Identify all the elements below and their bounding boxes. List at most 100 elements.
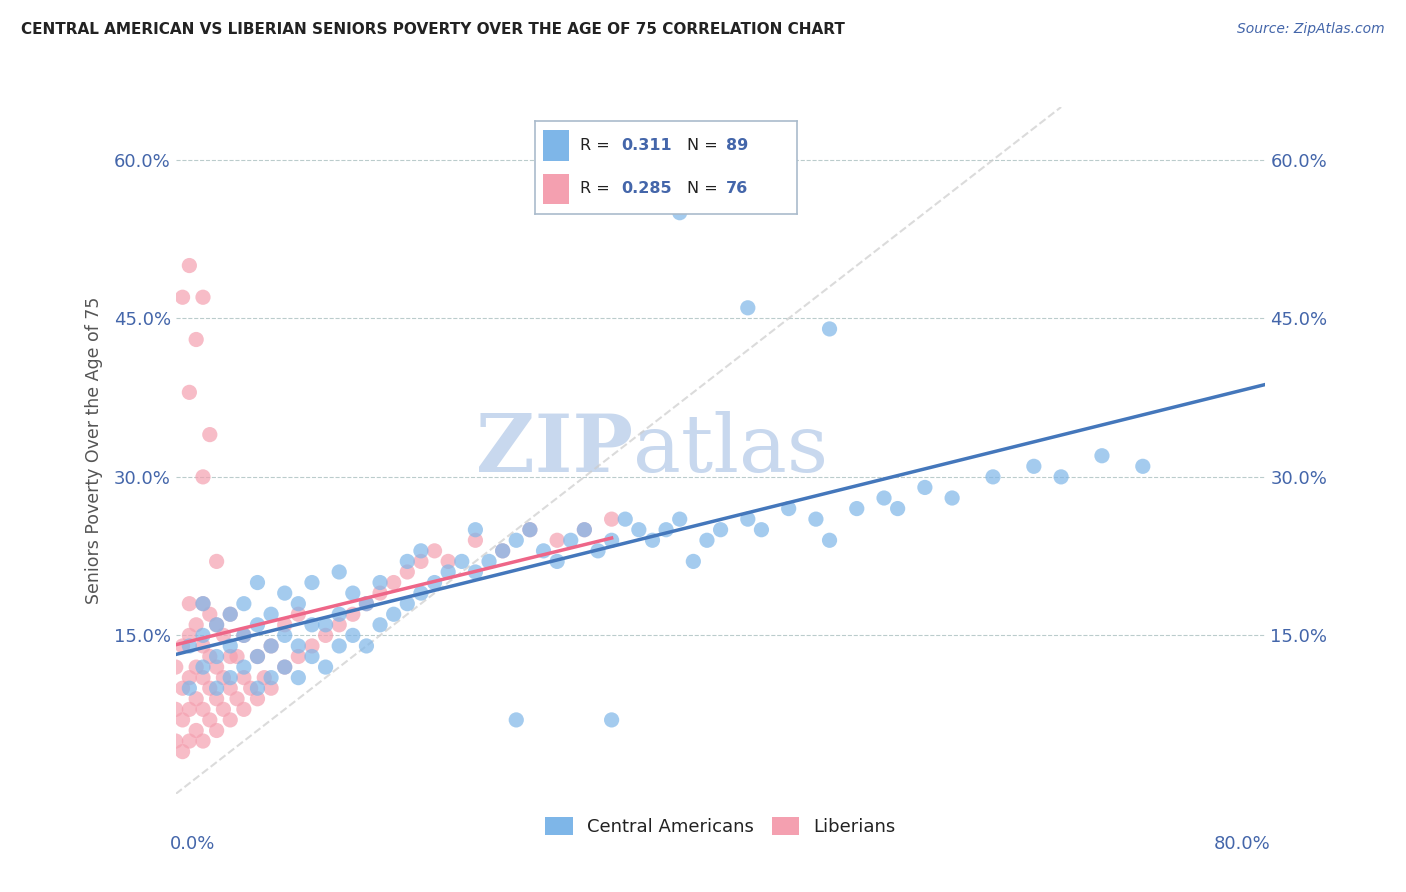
Point [478, 554, 501, 568]
Point [246, 649, 269, 664]
Point [668, 512, 690, 526]
Point [668, 205, 690, 219]
Point [287, 639, 309, 653]
Point [191, 597, 214, 611]
Point [409, 554, 432, 568]
Point [212, 671, 235, 685]
Point [409, 586, 432, 600]
Point [682, 554, 704, 568]
Point [179, 259, 201, 273]
Point [655, 523, 678, 537]
Point [205, 681, 228, 696]
Point [165, 702, 187, 716]
Point [423, 575, 446, 590]
Point [274, 660, 297, 674]
Point [600, 713, 623, 727]
Point [191, 639, 214, 653]
Point [219, 671, 242, 685]
Point [191, 597, 214, 611]
Point [212, 628, 235, 642]
Point [274, 628, 297, 642]
Point [328, 639, 350, 653]
Point [1132, 459, 1154, 474]
Point [737, 301, 759, 315]
Point [873, 491, 896, 505]
Point [818, 533, 841, 548]
Point [186, 723, 208, 738]
Point [179, 702, 201, 716]
Point [179, 628, 201, 642]
Text: atlas: atlas [633, 411, 828, 490]
Point [198, 649, 221, 664]
Point [396, 554, 419, 568]
Point [396, 565, 419, 579]
Point [198, 713, 221, 727]
Text: CENTRAL AMERICAN VS LIBERIAN SENIORS POVERTY OVER THE AGE OF 75 CORRELATION CHAR: CENTRAL AMERICAN VS LIBERIAN SENIORS POV… [21, 22, 845, 37]
Text: Source: ZipAtlas.com: Source: ZipAtlas.com [1237, 22, 1385, 37]
Point [886, 501, 908, 516]
Point [172, 290, 194, 304]
Point [546, 533, 568, 548]
Point [191, 290, 214, 304]
Point [574, 523, 596, 537]
Point [205, 723, 228, 738]
Point [342, 607, 364, 622]
Point [368, 575, 391, 590]
Point [396, 597, 419, 611]
Point [533, 544, 555, 558]
Point [274, 586, 297, 600]
Point [356, 597, 378, 611]
Point [423, 544, 446, 558]
Point [1091, 449, 1114, 463]
Point [246, 691, 269, 706]
Point [191, 734, 214, 748]
Point [246, 575, 269, 590]
Point [981, 470, 1004, 484]
Point [274, 617, 297, 632]
Point [198, 681, 221, 696]
Point [301, 575, 323, 590]
Point [356, 597, 378, 611]
Point [191, 671, 214, 685]
Point [246, 649, 269, 664]
Point [172, 681, 194, 696]
Point [914, 480, 936, 494]
Text: ZIP: ZIP [477, 411, 633, 490]
Point [437, 565, 460, 579]
Point [778, 501, 800, 516]
Point [205, 691, 228, 706]
Point [614, 512, 637, 526]
Point [1050, 470, 1073, 484]
Point [737, 512, 759, 526]
Point [301, 617, 323, 632]
Point [246, 617, 269, 632]
Point [191, 660, 214, 674]
Point [205, 617, 228, 632]
Point [205, 660, 228, 674]
Point [191, 702, 214, 716]
Point [219, 639, 242, 653]
Text: 80.0%: 80.0% [1215, 835, 1271, 853]
Point [172, 713, 194, 727]
Point [219, 607, 242, 622]
Point [546, 554, 568, 568]
Point [232, 671, 254, 685]
Point [165, 734, 187, 748]
Point [186, 660, 208, 674]
Point [287, 597, 309, 611]
Point [186, 691, 208, 706]
Point [232, 628, 254, 642]
Point [818, 322, 841, 336]
Point [492, 544, 515, 558]
Point [198, 427, 221, 442]
Point [232, 597, 254, 611]
Point [710, 523, 733, 537]
Legend: Central Americans, Liberians: Central Americans, Liberians [538, 809, 903, 843]
Point [232, 628, 254, 642]
Point [382, 575, 405, 590]
Point [560, 533, 582, 548]
Point [260, 681, 283, 696]
Point [226, 691, 249, 706]
Point [437, 554, 460, 568]
Point [505, 533, 527, 548]
